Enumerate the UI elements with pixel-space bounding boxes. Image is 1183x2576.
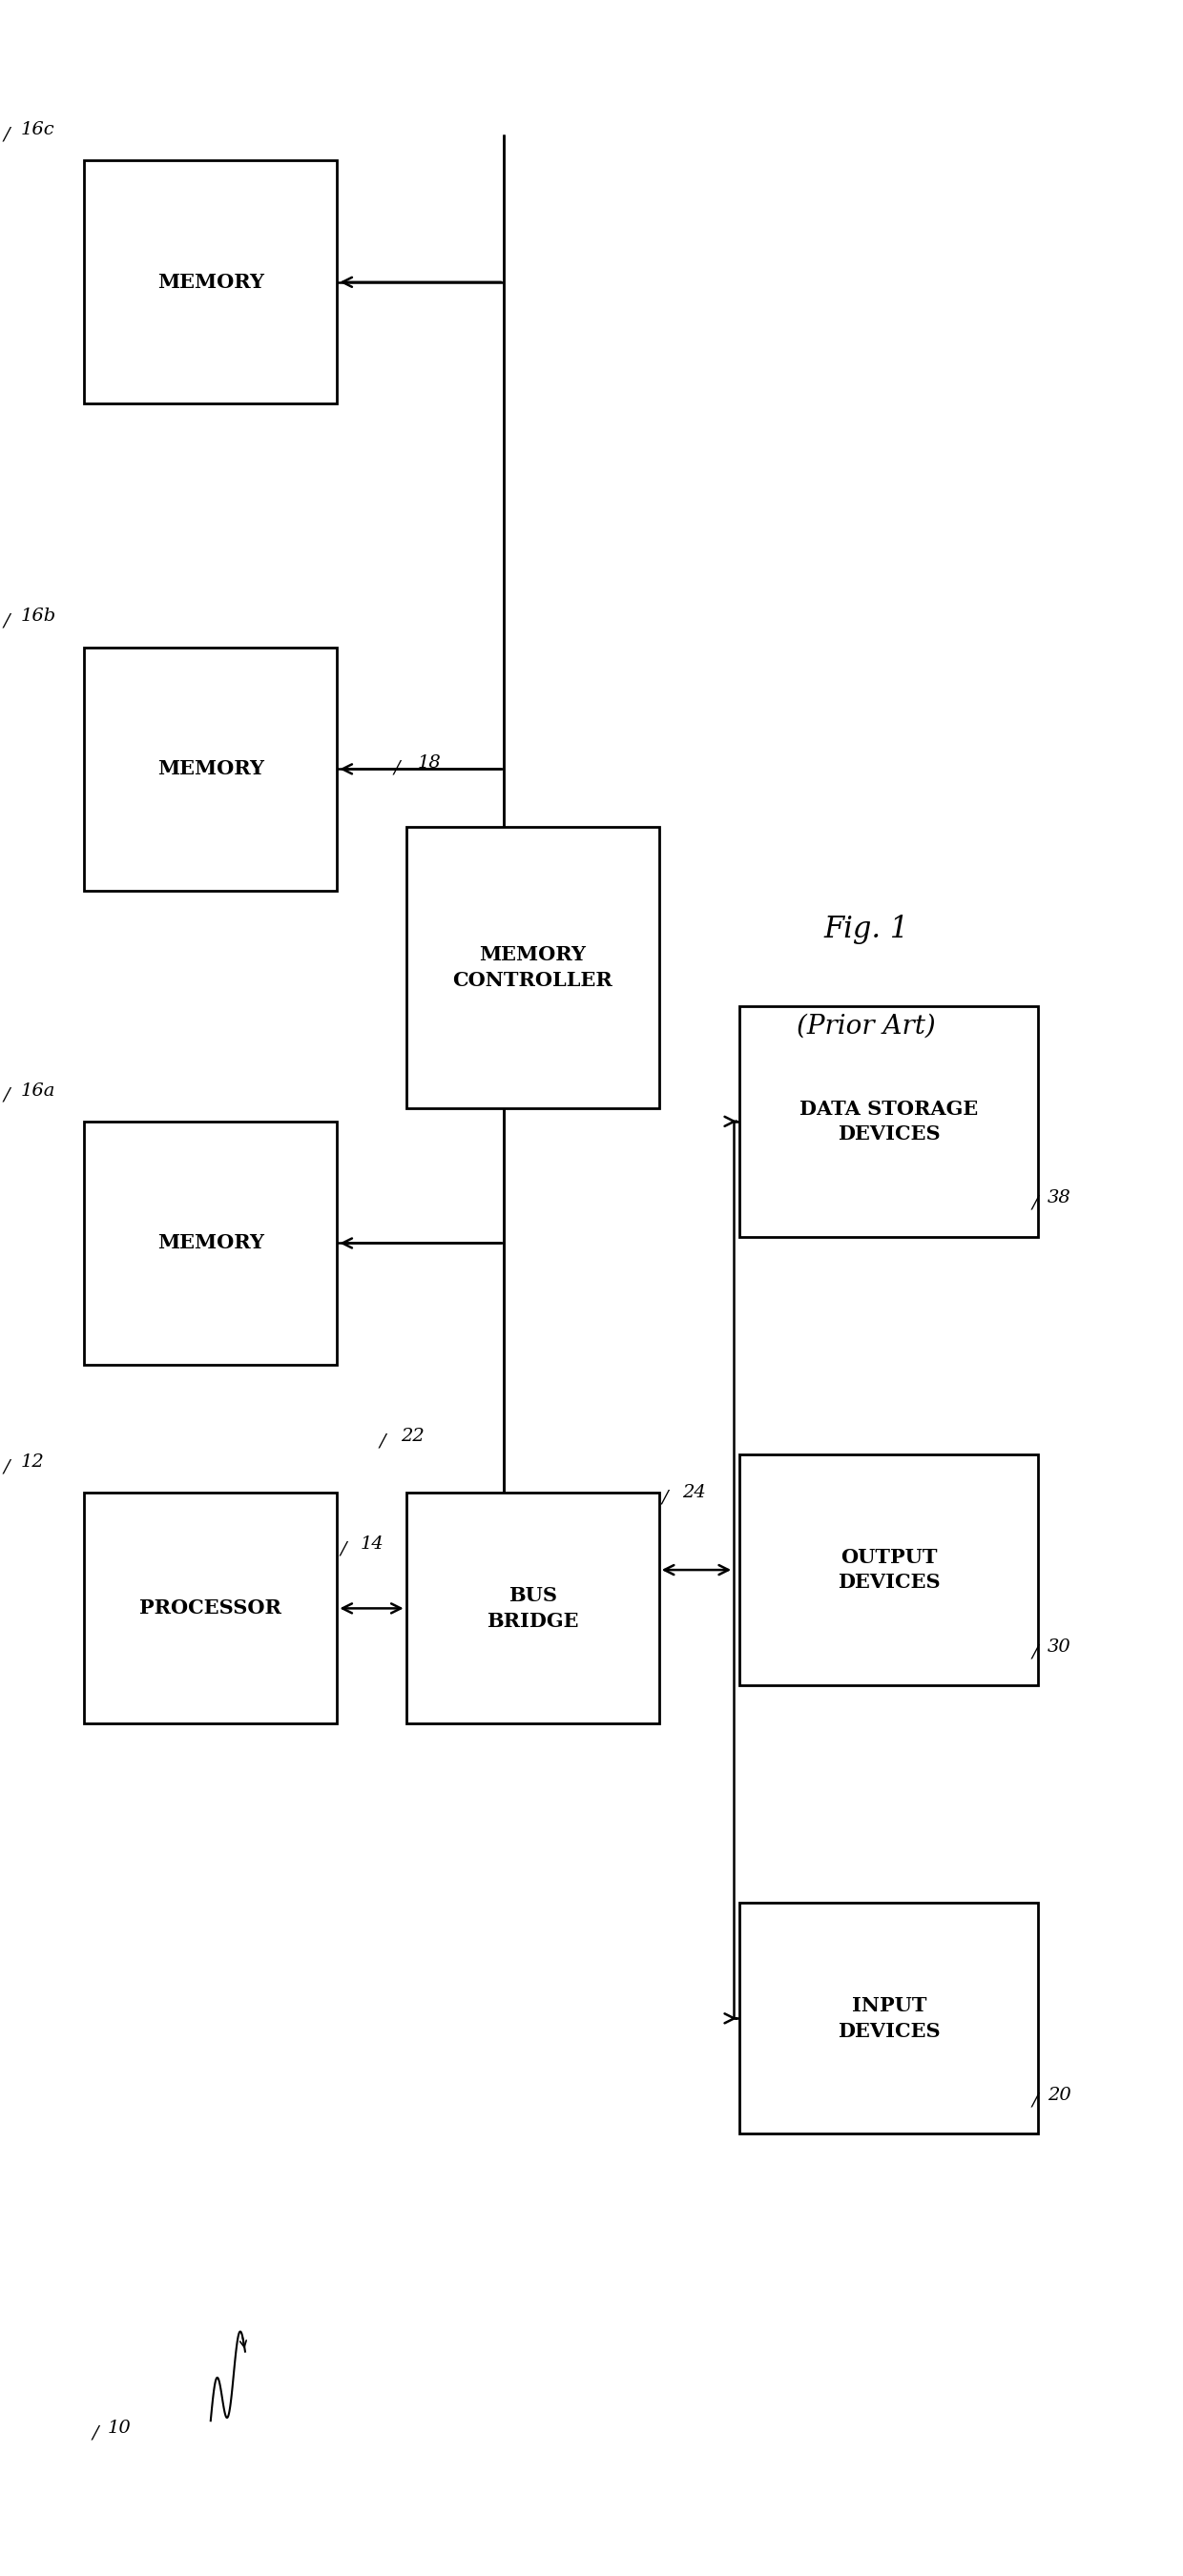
- FancyBboxPatch shape: [84, 1121, 337, 1365]
- FancyBboxPatch shape: [739, 1904, 1039, 2133]
- Text: 18: 18: [418, 755, 441, 770]
- Text: 24: 24: [683, 1484, 705, 1502]
- Text: DATA STORAGE
DEVICES: DATA STORAGE DEVICES: [800, 1100, 978, 1144]
- Text: /: /: [662, 1489, 668, 1507]
- Text: 20: 20: [1048, 2087, 1072, 2105]
- Text: MEMORY
CONTROLLER: MEMORY CONTROLLER: [453, 945, 613, 989]
- Text: /: /: [91, 2424, 98, 2442]
- Text: MEMORY: MEMORY: [157, 760, 264, 778]
- Text: Fig. 1: Fig. 1: [823, 914, 909, 943]
- Text: /: /: [394, 760, 400, 775]
- Text: PROCESSOR: PROCESSOR: [140, 1600, 282, 1618]
- FancyBboxPatch shape: [84, 1494, 337, 1723]
- Text: 22: 22: [400, 1427, 424, 1445]
- Text: 12: 12: [21, 1453, 45, 1471]
- Text: 38: 38: [1048, 1190, 1072, 1208]
- FancyBboxPatch shape: [406, 1494, 659, 1723]
- Text: 10: 10: [108, 2419, 131, 2437]
- FancyBboxPatch shape: [84, 647, 337, 891]
- Text: /: /: [340, 1540, 347, 1558]
- Text: 16b: 16b: [21, 608, 57, 626]
- Text: /: /: [4, 613, 9, 631]
- Text: /: /: [1032, 1195, 1039, 1213]
- Text: MEMORY: MEMORY: [157, 1234, 264, 1252]
- Text: BUS
BRIDGE: BUS BRIDGE: [486, 1587, 578, 1631]
- Text: /: /: [1032, 1643, 1039, 1662]
- FancyBboxPatch shape: [406, 827, 659, 1108]
- FancyBboxPatch shape: [84, 160, 337, 404]
- Text: INPUT
DEVICES: INPUT DEVICES: [838, 1996, 940, 2040]
- Text: /: /: [1032, 2092, 1039, 2110]
- Text: 16a: 16a: [21, 1082, 56, 1100]
- Text: /: /: [4, 1458, 9, 1476]
- Text: /: /: [379, 1432, 386, 1450]
- FancyBboxPatch shape: [739, 1455, 1039, 1685]
- Text: 14: 14: [360, 1535, 383, 1553]
- Text: /: /: [4, 126, 9, 144]
- Text: /: /: [4, 1087, 9, 1105]
- Text: 16c: 16c: [21, 121, 54, 139]
- FancyBboxPatch shape: [739, 1007, 1039, 1236]
- Text: (Prior Art): (Prior Art): [796, 1015, 936, 1041]
- Text: 30: 30: [1048, 1638, 1072, 1656]
- Text: OUTPUT
DEVICES: OUTPUT DEVICES: [838, 1548, 940, 1592]
- Text: MEMORY: MEMORY: [157, 273, 264, 291]
